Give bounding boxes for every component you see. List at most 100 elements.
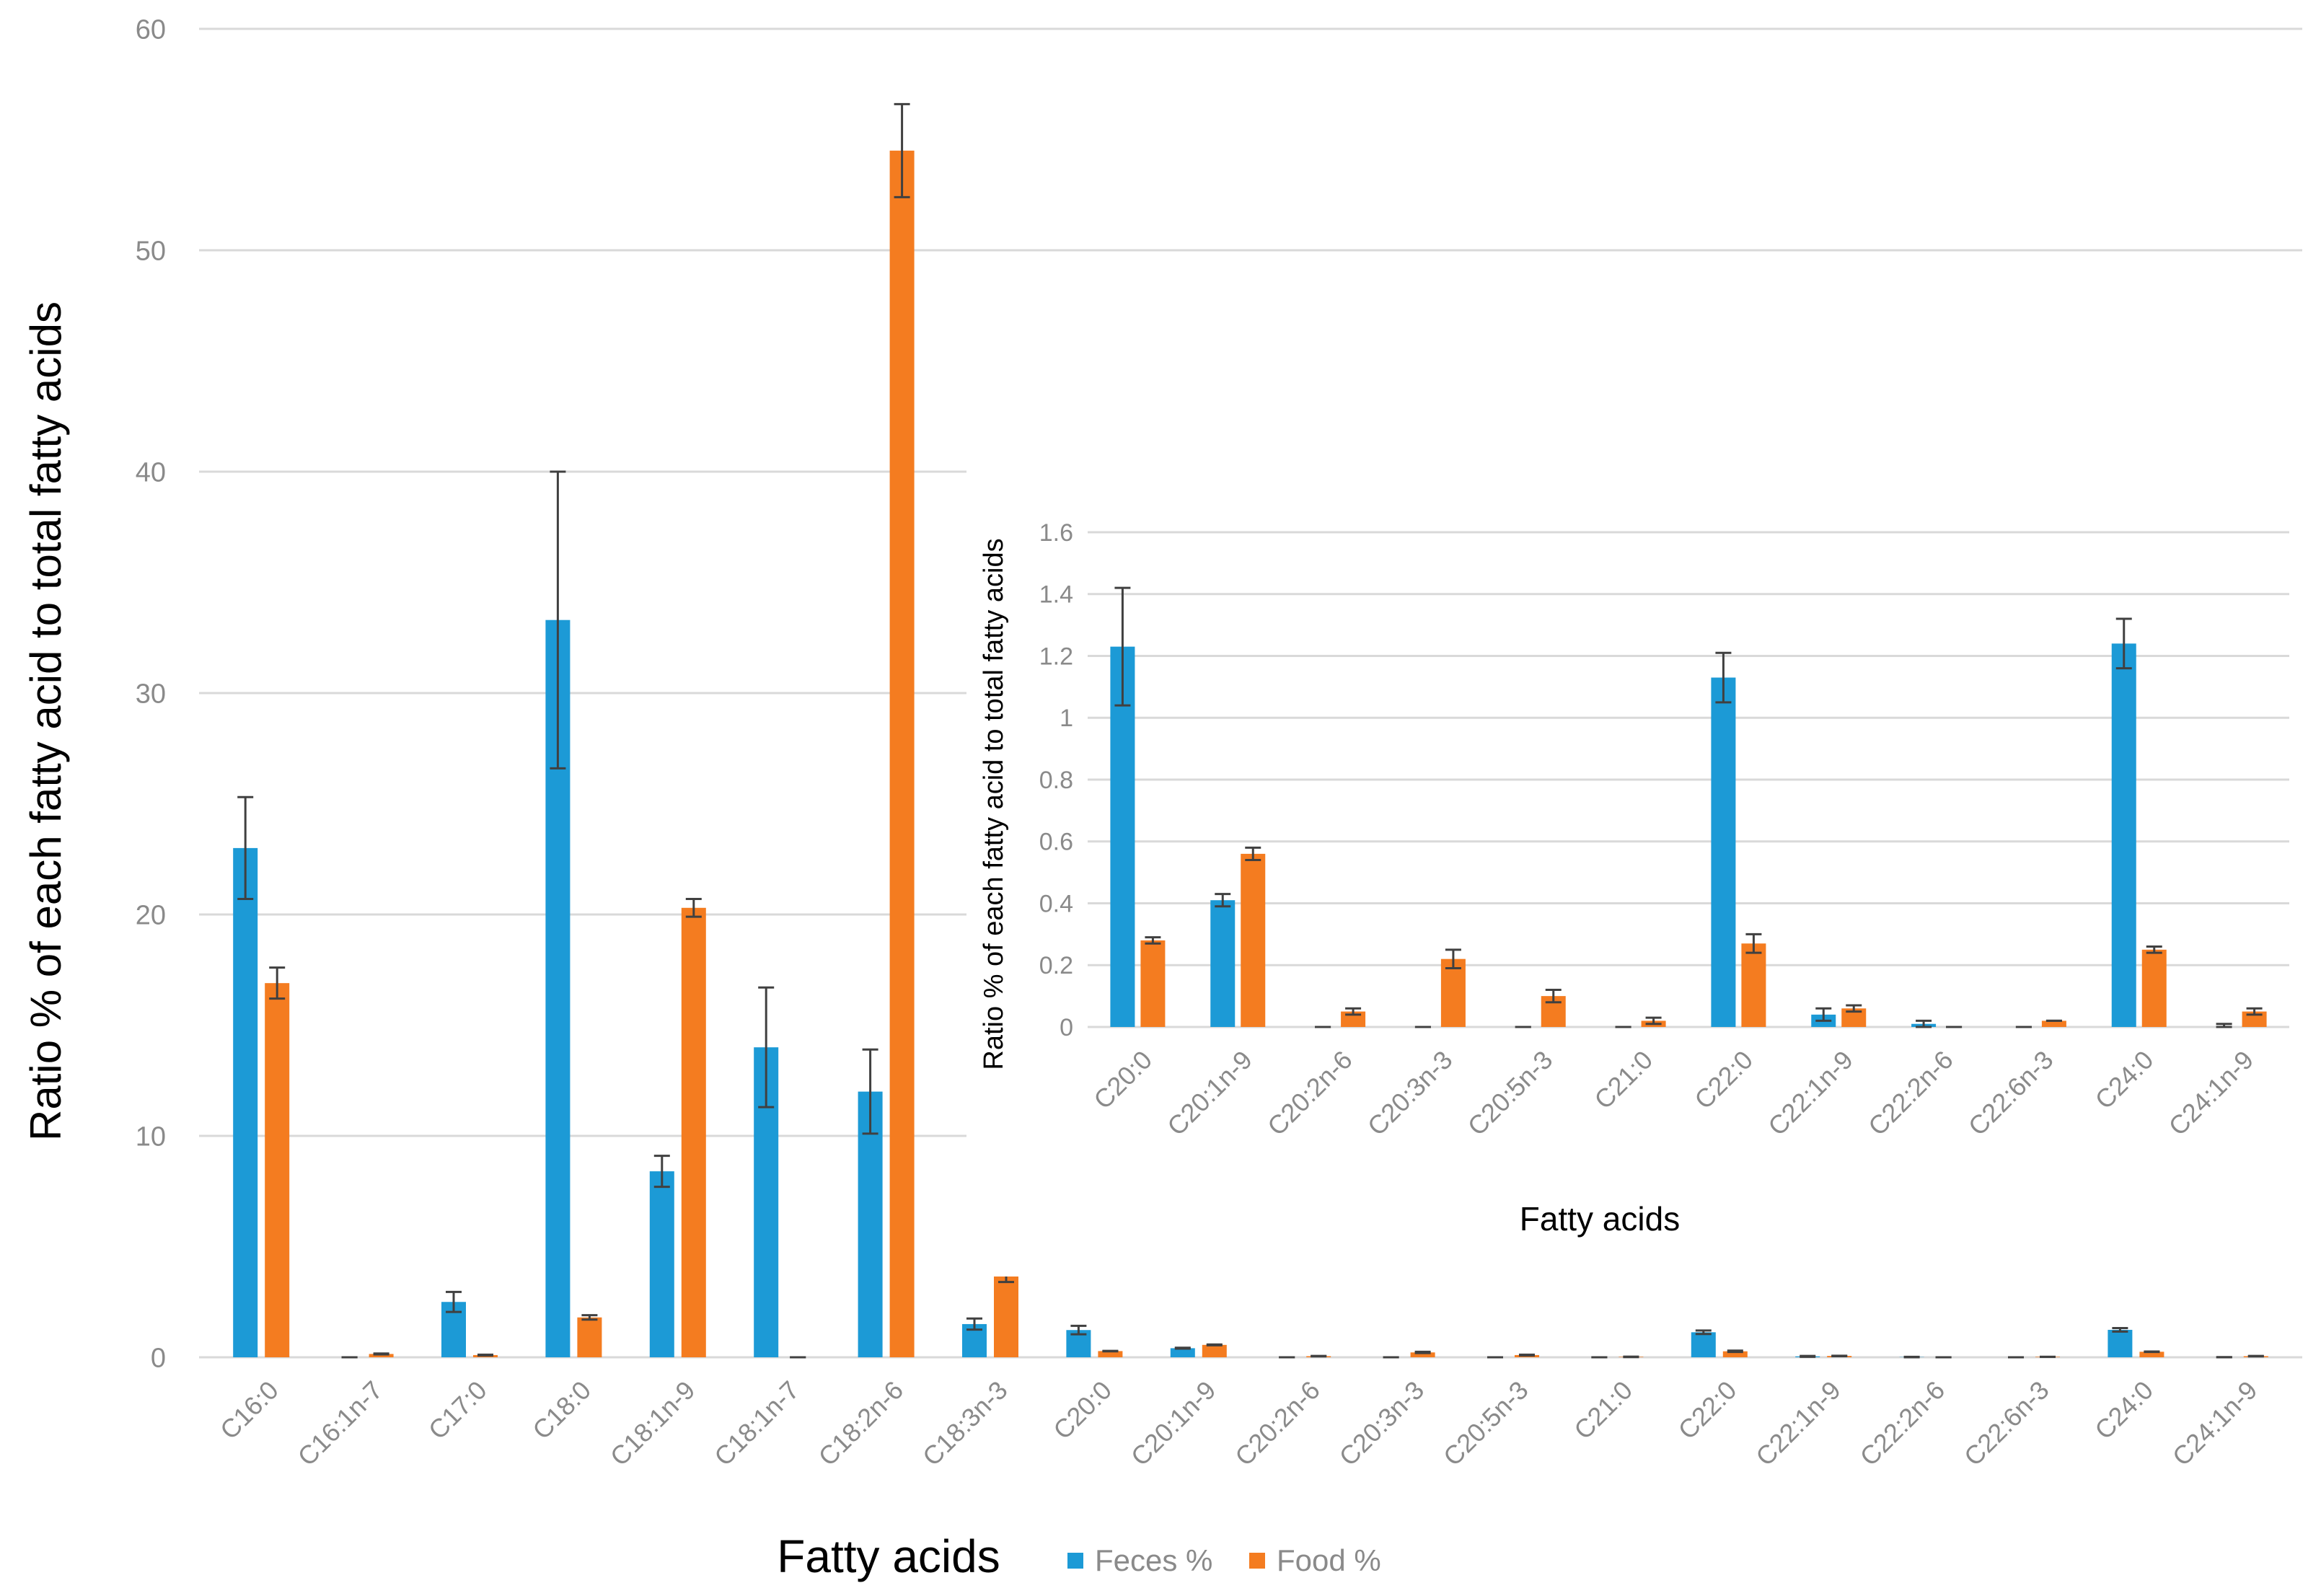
main-x-tick-label: C18:2n-6 <box>813 1375 910 1472</box>
main-bar-feces <box>2108 1329 2133 1357</box>
main-bars <box>233 102 2268 1359</box>
legend-label-feces: Feces % <box>1095 1543 1212 1577</box>
inset-error-bar <box>1445 948 1461 970</box>
inset-y-tick-label: 0.2 <box>1039 952 1073 979</box>
main-bar-food <box>1202 1344 1227 1357</box>
main-x-tick-label: C20:3n-3 <box>1334 1375 1430 1472</box>
inset-bar-feces <box>2111 643 2136 1027</box>
main-x-tick-label: C22:1n-9 <box>1750 1375 1846 1472</box>
main-y-tick-label: 50 <box>136 236 166 266</box>
inset-error-bar <box>1745 933 1762 954</box>
inset-y-tick-label: 0.8 <box>1039 767 1073 794</box>
main-x-tick-label: C16:0 <box>214 1375 284 1445</box>
inset-error-bar <box>1345 1007 1362 1016</box>
main-y-tick-label: 60 <box>136 14 166 45</box>
main-bar-feces <box>858 1091 883 1357</box>
inset-y-tick-label: 1.2 <box>1039 643 1073 670</box>
main-bar-feces <box>233 847 258 1357</box>
inset-error-bar <box>1846 1004 1862 1013</box>
inset-y-tick-label: 0 <box>1060 1014 1073 1041</box>
main-x-axis-title: Fatty acids <box>777 1530 1000 1582</box>
legend-label-food: Food % <box>1277 1543 1381 1577</box>
inset-y-tick-label: 0.4 <box>1039 890 1073 917</box>
main-x-tick-label: C18:1n-7 <box>708 1375 805 1472</box>
main-bar-food <box>889 150 915 1358</box>
main-bar-food <box>2139 1352 2164 1357</box>
main-error-bar <box>1831 1354 1848 1357</box>
inset-error-bar <box>2115 617 2132 670</box>
inset-bar-food <box>2041 1020 2066 1027</box>
main-error-bar <box>477 1353 493 1357</box>
main-bar-food <box>1410 1352 1435 1357</box>
inset-bar-feces <box>1110 646 1135 1027</box>
main-x-tick-label: C16:1n-7 <box>292 1375 389 1472</box>
legend-swatch-feces <box>1067 1553 1083 1569</box>
inset-error-bar <box>1545 989 1562 1004</box>
main-error-bar <box>581 1314 598 1321</box>
main-bar-food <box>1098 1351 1123 1357</box>
main-error-bar <box>1174 1346 1191 1350</box>
inset-y-tick-label: 1.6 <box>1039 519 1073 547</box>
inset-error-bar <box>1815 1007 1832 1022</box>
inset-y-tick-label: 1.4 <box>1039 581 1073 609</box>
main-bar-food <box>1722 1351 1748 1357</box>
inset-error-bar <box>1916 1019 1932 1028</box>
inset-error-bar <box>1715 651 1732 704</box>
main-bar-food <box>994 1275 1018 1357</box>
inset-y-tick-labels: 0 0.2 0.4 0.6 0.8 1 1.2 1.4 1.6 <box>1039 519 1073 1041</box>
main-x-tick-label: C24:0 <box>2089 1375 2159 1445</box>
inset-background <box>966 454 2308 1277</box>
inset-bar-food <box>1140 940 1166 1027</box>
inset-y-tick-label: 1 <box>1060 705 1073 732</box>
main-x-tick-label: C20:2n-6 <box>1229 1375 1326 1472</box>
inset-bar-feces <box>1210 900 1236 1027</box>
inset-gridlines <box>1088 531 2289 1028</box>
main-x-tick-label: C18:3n-3 <box>917 1375 1013 1472</box>
main-error-bar <box>2247 1354 2264 1358</box>
main-error-bar <box>894 102 910 198</box>
main-x-tick-label: C24:1n-9 <box>2167 1375 2263 1472</box>
main-x-tick-label: C20:1n-9 <box>1125 1375 1222 1472</box>
main-bar-feces <box>1170 1348 1195 1357</box>
main-error-bar <box>1102 1349 1119 1353</box>
main-error-bar <box>1070 1324 1087 1336</box>
main-bar-food <box>577 1317 602 1357</box>
inset-bar-food <box>2141 949 2167 1027</box>
main-x-tick-label: C17:0 <box>423 1375 493 1445</box>
main-x-tick-label: C22:6n-3 <box>1958 1375 2055 1472</box>
inset-error-bar <box>1215 893 1231 908</box>
main-x-tick-label: C20:0 <box>1047 1375 1117 1445</box>
main-error-bar <box>685 898 702 918</box>
main-error-bar <box>862 1048 878 1135</box>
inset-error-bar <box>2146 945 2162 954</box>
main-bar-food <box>265 983 290 1357</box>
main-error-bar <box>653 1155 670 1189</box>
main-y-tick-labels: 0 10 20 30 40 50 60 <box>136 14 166 1373</box>
main-error-bar <box>1311 1354 1327 1358</box>
inset-bars <box>1110 586 2267 1028</box>
main-error-bar <box>1206 1343 1223 1346</box>
main-x-tick-label: C18:0 <box>527 1375 596 1445</box>
inset-x-axis-title: Fatty acids <box>1520 1200 1680 1238</box>
main-x-tick-label: C22:0 <box>1673 1375 1743 1445</box>
main-error-bar <box>237 795 254 901</box>
main-y-tick-label: 20 <box>136 900 166 930</box>
main-x-tick-label: C22:2n-6 <box>1854 1375 1951 1472</box>
inset-bar-food <box>1741 943 1766 1027</box>
inset-bar-food <box>1440 958 1466 1027</box>
main-error-bar <box>269 966 286 1000</box>
main-y-tick-label: 0 <box>151 1343 166 1373</box>
main-y-tick-label: 10 <box>136 1121 166 1152</box>
inset-y-tick-label: 0.6 <box>1039 829 1073 856</box>
inset-bar-feces <box>1711 677 1736 1027</box>
legend-swatch-food <box>1249 1553 1265 1569</box>
main-x-tick-label: C21:0 <box>1568 1375 1638 1445</box>
main-bar-feces <box>649 1171 674 1357</box>
inset-error-bar <box>1145 936 1161 945</box>
main-bar-food <box>681 907 706 1357</box>
inset-chart: 00.20.40.60.811.21.41.6 C20:0 C20:1n-9 C20… <box>966 454 2308 1277</box>
main-error-bar <box>2112 1326 2128 1333</box>
inset-y-axis-title: Ratio % of each fatty acid to total fatt… <box>979 538 1009 1070</box>
main-error-bar <box>1727 1349 1743 1354</box>
main-y-axis-title: Ratio % of each fatty acid to total fatt… <box>22 301 70 1141</box>
